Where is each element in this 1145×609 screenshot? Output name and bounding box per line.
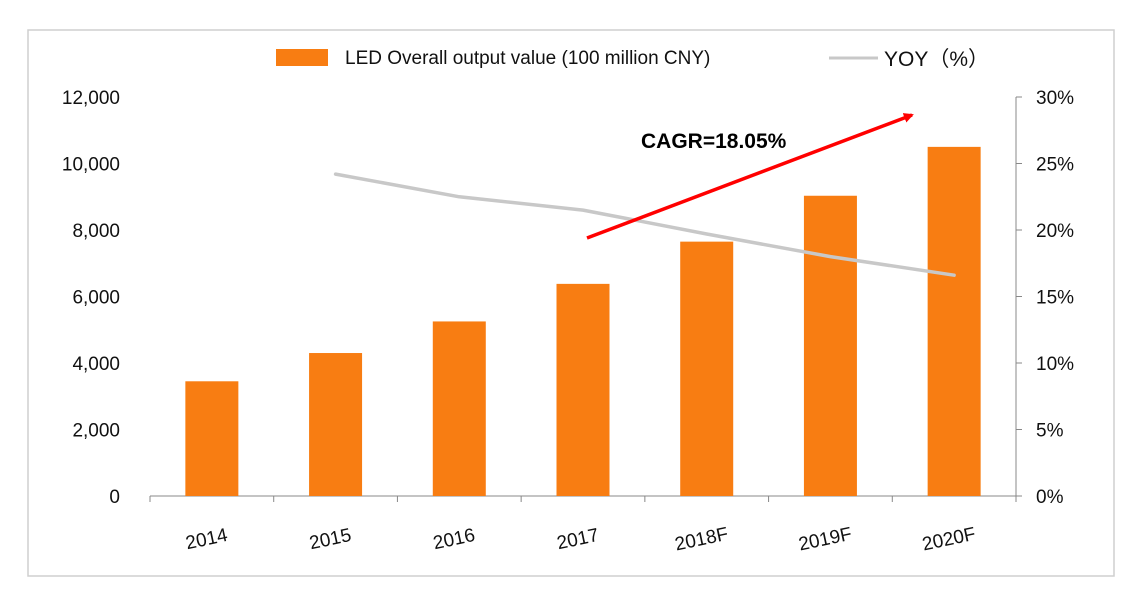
legend-bar-label: LED Overall output value (100 million CN…	[345, 48, 710, 69]
y-tick-right: 10%	[1036, 354, 1074, 375]
cagr-label: CAGR=18.05%	[641, 130, 787, 153]
right-axis-ticks: 0% 5% 10% 15% 20% 25% 30%	[1016, 88, 1074, 508]
bars-group	[185, 146, 981, 496]
yoy-line	[333, 172, 956, 277]
y-tick-left: 4,000	[72, 354, 120, 375]
yoy-line-group	[333, 172, 956, 277]
y-tick-left: 2,000	[72, 421, 120, 442]
y-tick-right: 20%	[1036, 221, 1074, 242]
left-axis-ticks: 0 2,000 4,000 6,000 8,000 10,000 12,000	[62, 88, 120, 508]
y-tick-left: 10,000	[62, 155, 120, 176]
cagr-arrow	[586, 113, 914, 240]
cagr-annotation: CAGR=18.05%	[586, 113, 914, 240]
y-tick-right: 5%	[1036, 421, 1064, 442]
y-tick-right: 15%	[1036, 288, 1074, 309]
y-tick-right: 30%	[1036, 88, 1074, 109]
bar	[803, 195, 857, 496]
y-tick-right: 25%	[1036, 155, 1074, 176]
legend-line-label: YOY（%）	[884, 48, 989, 71]
bar	[185, 381, 239, 496]
bar	[927, 146, 981, 496]
legend: LED Overall output value (100 million CN…	[276, 48, 989, 71]
bar	[309, 353, 363, 496]
bar	[432, 321, 486, 496]
bar	[556, 283, 610, 496]
bar	[680, 241, 734, 496]
y-tick-right: 0%	[1036, 487, 1064, 508]
y-tick-left: 8,000	[72, 221, 120, 242]
legend-bar-swatch	[276, 49, 328, 66]
y-tick-left: 12,000	[62, 88, 120, 109]
y-tick-left: 0	[109, 487, 120, 508]
y-tick-left: 6,000	[72, 288, 120, 309]
